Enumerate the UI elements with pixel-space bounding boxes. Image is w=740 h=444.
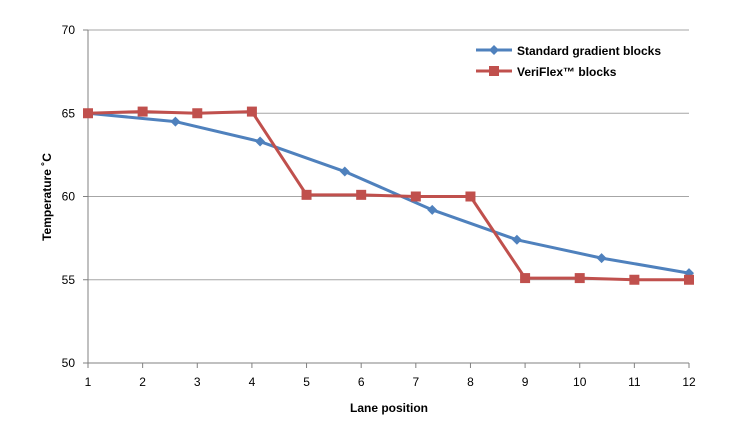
x-tick-label: 8 bbox=[467, 375, 474, 389]
axes bbox=[83, 29, 690, 368]
x-tick-label: 7 bbox=[412, 375, 419, 389]
data-point bbox=[83, 108, 93, 119]
data-point bbox=[465, 191, 476, 202]
data-point bbox=[255, 136, 266, 147]
series-line bbox=[87, 110, 689, 282]
x-tick-label: 9 bbox=[522, 375, 529, 389]
legend-label-veriflex: VeriFlex™ blocks bbox=[517, 65, 617, 79]
x-axis-title: Lane position bbox=[350, 401, 428, 415]
data-point bbox=[301, 189, 312, 200]
x-tick-label: 12 bbox=[682, 375, 696, 389]
data-point bbox=[170, 116, 181, 127]
legend-item-veriflex: VeriFlex™ blocks bbox=[476, 65, 617, 79]
y-tick-label: 50 bbox=[62, 356, 76, 370]
data-point bbox=[574, 273, 585, 284]
x-tick-label: 6 bbox=[358, 375, 365, 389]
series-veriflex bbox=[83, 106, 694, 285]
series-line bbox=[87, 111, 690, 275]
x-tick-label: 2 bbox=[139, 375, 146, 389]
data-point bbox=[137, 106, 148, 117]
y-tick-label: 55 bbox=[62, 273, 76, 287]
y-tick-label: 65 bbox=[62, 106, 76, 120]
x-tick-label: 1 bbox=[85, 375, 92, 389]
data-point bbox=[511, 234, 522, 245]
data-point bbox=[684, 274, 694, 285]
data-point bbox=[356, 189, 367, 200]
data-point bbox=[410, 191, 421, 202]
series-group bbox=[83, 106, 694, 285]
legend-marker-diamond bbox=[489, 45, 499, 55]
x-tick-label: 11 bbox=[628, 375, 641, 389]
data-point bbox=[339, 166, 350, 177]
data-point bbox=[192, 108, 203, 119]
legend-item-standard: Standard gradient blocks bbox=[476, 44, 661, 58]
y-axis-title: Temperature ˚C bbox=[40, 153, 54, 241]
data-point bbox=[596, 253, 607, 264]
x-tick-label: 3 bbox=[194, 375, 201, 389]
x-tick-label: 10 bbox=[573, 375, 587, 389]
legend: Standard gradient blocks VeriFlex™ block… bbox=[476, 44, 661, 79]
series-standard-gradient bbox=[83, 108, 694, 279]
x-tick-label: 4 bbox=[249, 375, 256, 389]
legend-marker-square bbox=[489, 66, 499, 76]
legend-label-standard: Standard gradient blocks bbox=[517, 44, 661, 58]
data-point bbox=[629, 274, 640, 285]
data-point bbox=[427, 204, 438, 215]
x-tick-label: 5 bbox=[303, 375, 310, 389]
data-point bbox=[246, 106, 257, 117]
data-point bbox=[520, 273, 531, 284]
y-tick-label: 70 bbox=[62, 23, 76, 37]
y-tick-label: 60 bbox=[62, 190, 76, 204]
